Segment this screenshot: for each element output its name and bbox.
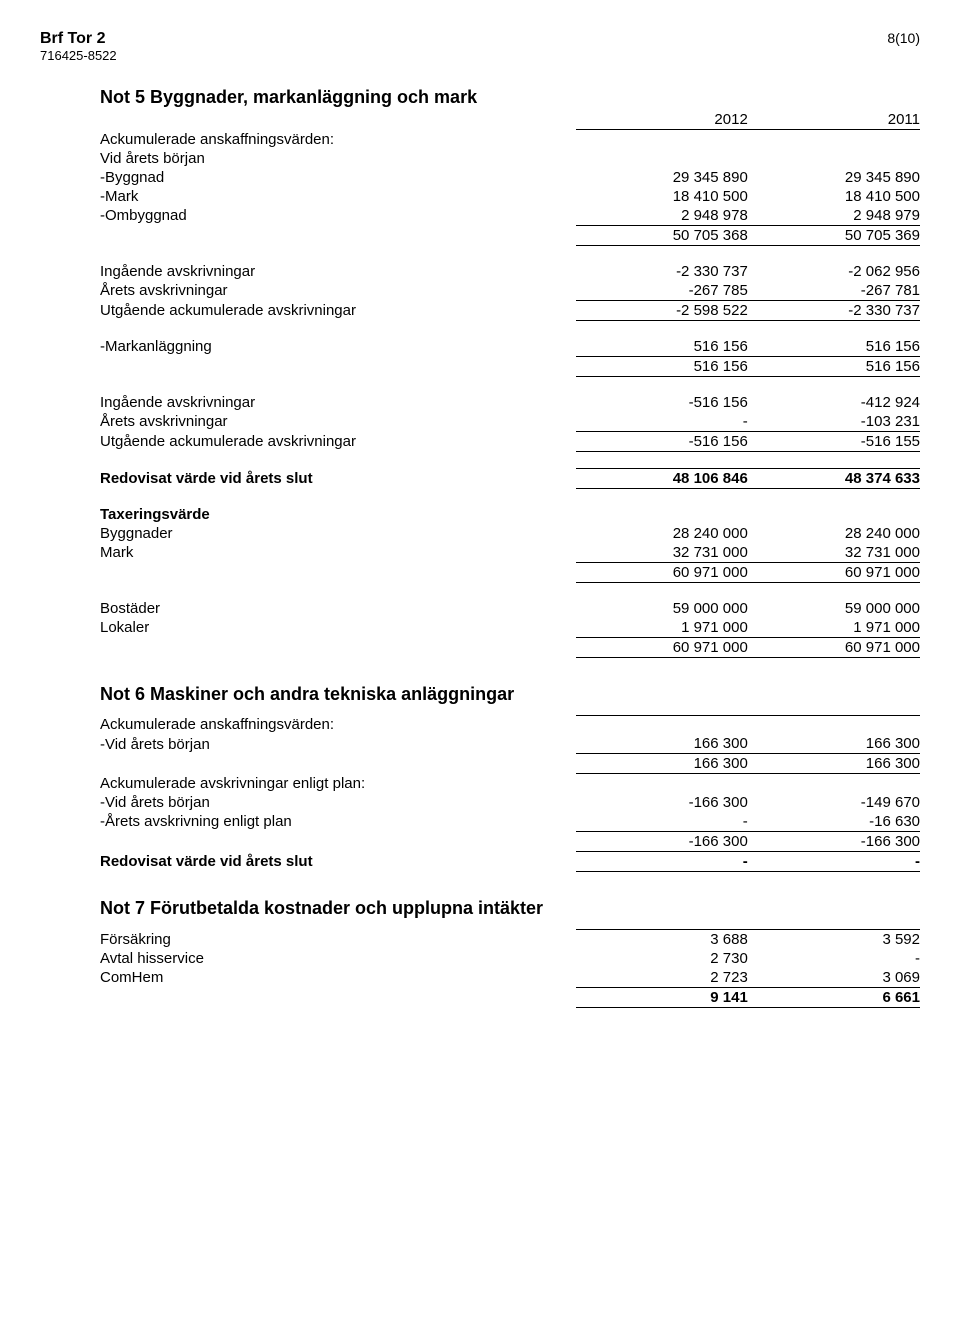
value: 48 374 633 <box>748 468 920 488</box>
value: -267 785 <box>576 281 748 301</box>
label: -Vid årets början <box>100 793 576 812</box>
value: -2 330 737 <box>576 262 748 281</box>
label: -Mark <box>100 187 576 206</box>
value: 166 300 <box>576 734 748 754</box>
note7-table: Försäkring 3 688 3 592 Avtal hisservice … <box>100 921 920 1008</box>
label: Vid årets början <box>100 149 576 168</box>
value: 9 141 <box>576 987 748 1007</box>
value: 2 723 <box>576 968 748 988</box>
note5-table: 2012 2011 Ackumulerade anskaffningsvärde… <box>100 110 920 658</box>
value: -166 300 <box>748 831 920 851</box>
label: Årets avskrivningar <box>100 412 576 432</box>
value: 6 661 <box>748 987 920 1007</box>
value: 166 300 <box>748 734 920 754</box>
value: 50 705 369 <box>748 225 920 245</box>
value: 516 156 <box>576 337 748 357</box>
value: 60 971 000 <box>748 562 920 582</box>
value: - <box>576 851 748 871</box>
label: Ackumulerade anskaffningsvärden: <box>100 715 576 734</box>
value: 1 971 000 <box>748 618 920 638</box>
year-2011: 2011 <box>748 110 920 130</box>
label: -Vid årets början <box>100 734 576 754</box>
label: Avtal hisservice <box>100 949 576 968</box>
label: -Ombyggnad <box>100 206 576 226</box>
label: Utgående ackumulerade avskrivningar <box>100 300 576 320</box>
value: 3 688 <box>576 929 748 949</box>
value: 18 410 500 <box>576 187 748 206</box>
value: 2 948 979 <box>748 206 920 226</box>
value: - <box>576 812 748 832</box>
value: - <box>748 949 920 968</box>
value: -2 330 737 <box>748 300 920 320</box>
label: Ingående avskrivningar <box>100 262 576 281</box>
value: 60 971 000 <box>576 562 748 582</box>
value: 18 410 500 <box>748 187 920 206</box>
value: -267 781 <box>748 281 920 301</box>
label: Taxeringsvärde <box>100 505 576 524</box>
value: 516 156 <box>748 337 920 357</box>
label: Utgående ackumulerade avskrivningar <box>100 431 576 451</box>
value: 28 240 000 <box>576 524 748 543</box>
label: Redovisat värde vid årets slut <box>100 851 576 871</box>
value: 3 069 <box>748 968 920 988</box>
value: -103 231 <box>748 412 920 432</box>
value: 3 592 <box>748 929 920 949</box>
label: Lokaler <box>100 618 576 638</box>
value: 1 971 000 <box>576 618 748 638</box>
value: 28 240 000 <box>748 524 920 543</box>
label: Årets avskrivningar <box>100 281 576 301</box>
value: 48 106 846 <box>576 468 748 488</box>
note6-title: Not 6 Maskiner och andra tekniska anlägg… <box>100 684 920 705</box>
note6-table: Ackumulerade anskaffningsvärden: -Vid år… <box>100 707 920 872</box>
value: -516 156 <box>576 393 748 412</box>
label: -Byggnad <box>100 168 576 187</box>
value: -16 630 <box>748 812 920 832</box>
value: -149 670 <box>748 793 920 812</box>
value: - <box>748 851 920 871</box>
value: -2 062 956 <box>748 262 920 281</box>
value: -516 156 <box>576 431 748 451</box>
value: 32 731 000 <box>576 543 748 563</box>
year-2012: 2012 <box>576 110 748 130</box>
label: Redovisat värde vid årets slut <box>100 468 576 488</box>
page-number: 8(10) <box>887 30 920 46</box>
value: 516 156 <box>748 356 920 376</box>
value: -412 924 <box>748 393 920 412</box>
value: 166 300 <box>576 754 748 774</box>
label: Ackumulerade avskrivningar enligt plan: <box>100 774 576 793</box>
value: 166 300 <box>748 754 920 774</box>
value: -166 300 <box>576 831 748 851</box>
label: Bostäder <box>100 599 576 618</box>
value: -2 598 522 <box>576 300 748 320</box>
value: 60 971 000 <box>748 637 920 657</box>
value: 59 000 000 <box>748 599 920 618</box>
value: 50 705 368 <box>576 225 748 245</box>
value: 2 948 978 <box>576 206 748 226</box>
org-name: Brf Tor 2 <box>40 30 117 48</box>
value: 516 156 <box>576 356 748 376</box>
label: Byggnader <box>100 524 576 543</box>
label: ComHem <box>100 968 576 988</box>
value: 29 345 890 <box>748 168 920 187</box>
note5-title: Not 5 Byggnader, markanläggning och mark <box>100 87 920 108</box>
label: -Markanläggning <box>100 337 576 357</box>
value: 32 731 000 <box>748 543 920 563</box>
value: -166 300 <box>576 793 748 812</box>
value: 59 000 000 <box>576 599 748 618</box>
value: - <box>576 412 748 432</box>
label: -Årets avskrivning enligt plan <box>100 812 576 832</box>
value: -516 155 <box>748 431 920 451</box>
value: 2 730 <box>576 949 748 968</box>
note7-title: Not 7 Förutbetalda kostnader och upplupn… <box>100 898 920 919</box>
label: Mark <box>100 543 576 563</box>
value: 29 345 890 <box>576 168 748 187</box>
label: Ackumulerade anskaffningsvärden: <box>100 130 576 149</box>
label: Försäkring <box>100 929 576 949</box>
value: 60 971 000 <box>576 637 748 657</box>
label: Ingående avskrivningar <box>100 393 576 412</box>
org-id: 716425-8522 <box>40 48 117 63</box>
